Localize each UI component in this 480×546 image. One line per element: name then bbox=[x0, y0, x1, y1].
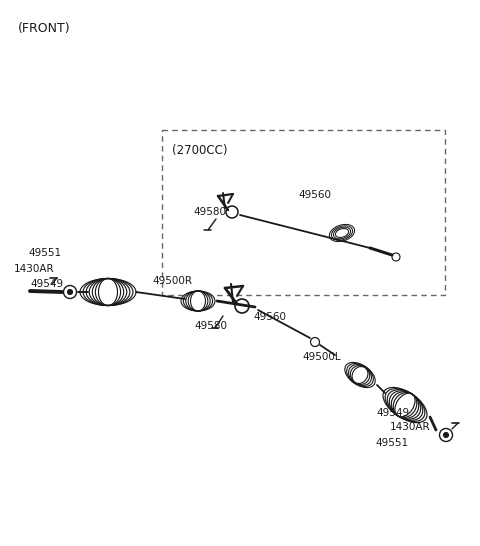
Text: 49560: 49560 bbox=[253, 312, 286, 322]
Text: 49580: 49580 bbox=[194, 321, 227, 331]
Circle shape bbox=[68, 289, 72, 294]
Text: 49551: 49551 bbox=[375, 438, 408, 448]
Circle shape bbox=[311, 337, 320, 347]
Text: 49549: 49549 bbox=[376, 408, 409, 418]
Text: 1430AR: 1430AR bbox=[390, 422, 431, 432]
Text: 49500L: 49500L bbox=[302, 352, 341, 362]
Text: 1430AR: 1430AR bbox=[14, 264, 55, 274]
Text: 49551: 49551 bbox=[28, 248, 61, 258]
Ellipse shape bbox=[80, 278, 136, 306]
Bar bbox=[162, 130, 445, 295]
Text: 49549: 49549 bbox=[30, 279, 63, 289]
Text: 49560: 49560 bbox=[298, 190, 331, 200]
Ellipse shape bbox=[383, 388, 427, 423]
Ellipse shape bbox=[345, 363, 375, 388]
Circle shape bbox=[444, 432, 448, 437]
Text: (FRONT): (FRONT) bbox=[18, 22, 71, 35]
Text: (2700CC): (2700CC) bbox=[172, 144, 228, 157]
Text: 49580: 49580 bbox=[193, 207, 226, 217]
Text: 49500R: 49500R bbox=[152, 276, 192, 286]
Ellipse shape bbox=[181, 291, 215, 311]
Ellipse shape bbox=[329, 224, 355, 241]
